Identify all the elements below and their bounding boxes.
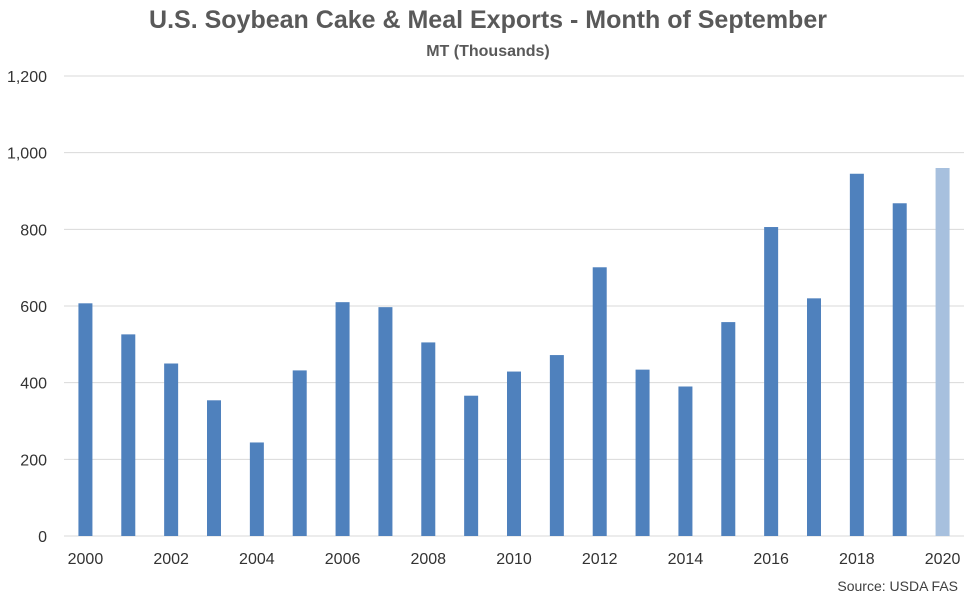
x-tick-label: 2008 — [410, 551, 446, 568]
bar-2005 — [292, 370, 307, 536]
chart-title: U.S. Soybean Cake & Meal Exports - Month… — [149, 6, 827, 34]
x-tick-label: 2006 — [325, 551, 361, 568]
y-tick-label: 1,200 — [7, 69, 47, 86]
x-tick-label: 2012 — [582, 551, 618, 568]
bar-2009 — [464, 395, 479, 536]
bar-2019 — [892, 203, 907, 536]
x-tick-label: 2020 — [925, 551, 961, 568]
x-tick-label: 2018 — [839, 551, 875, 568]
y-axis-ticks: 0 200 400 600 800 1,000 1,200 — [7, 69, 47, 546]
bar-2016 — [764, 227, 779, 537]
bar-2003 — [207, 400, 221, 536]
y-tick-label: 400 — [20, 376, 47, 393]
x-axis-ticks: 2000 2002 2004 2006 2008 2010 2012 2014 2016 2018… — [68, 551, 961, 568]
bar-2002 — [164, 363, 179, 536]
bar-2020 — [935, 168, 950, 536]
x-tick-label: 2010 — [496, 551, 532, 568]
bars — [78, 168, 950, 537]
bar-2013 — [635, 369, 650, 536]
bar-2012 — [592, 267, 607, 536]
bar-2008 — [421, 342, 436, 536]
bar-2006 — [335, 302, 350, 536]
y-tick-label: 0 — [38, 529, 47, 546]
bar-2010 — [507, 371, 521, 536]
x-tick-label: 2014 — [668, 551, 704, 568]
y-tick-label: 200 — [20, 452, 47, 469]
x-tick-label: 2004 — [239, 551, 275, 568]
bar-2011 — [549, 355, 564, 536]
bar-2001 — [121, 334, 136, 536]
x-tick-label: 2000 — [68, 551, 104, 568]
source-note: Source: USDA FAS — [837, 578, 958, 594]
bar-2007 — [378, 307, 393, 536]
x-tick-label: 2002 — [153, 551, 189, 568]
bar-2004 — [249, 442, 264, 536]
y-tick-label: 1,000 — [7, 146, 47, 163]
bar-2017 — [807, 298, 821, 536]
x-tick-label: 2016 — [753, 551, 789, 568]
bar-2014 — [678, 386, 693, 536]
bar-2000 — [78, 303, 93, 536]
bar-2018 — [849, 173, 864, 536]
chart-subtitle: MT (Thousands) — [426, 43, 550, 60]
y-tick-label: 600 — [20, 299, 47, 316]
y-tick-label: 800 — [20, 222, 47, 239]
bar-2015 — [721, 322, 736, 536]
